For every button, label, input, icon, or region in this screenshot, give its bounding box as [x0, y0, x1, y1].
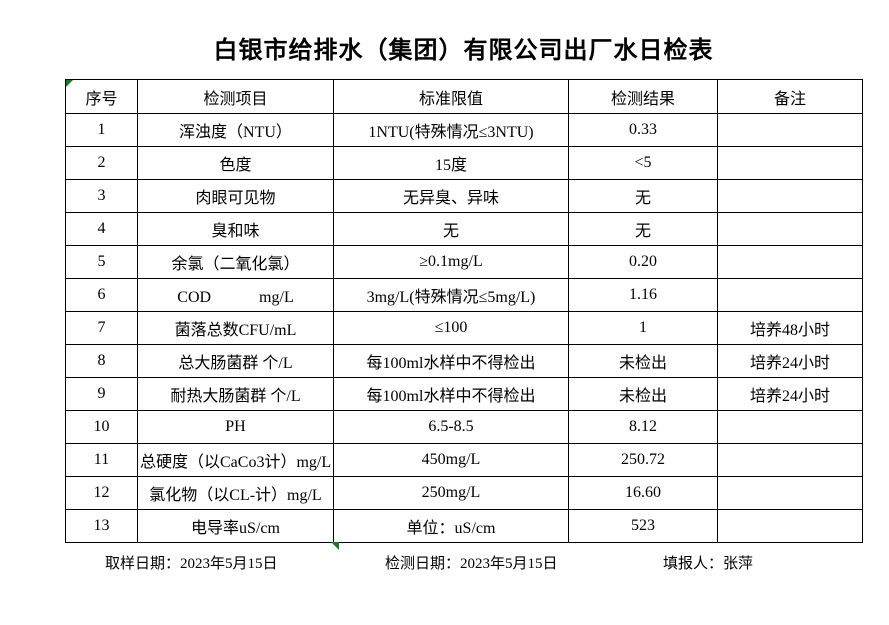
cell-result: 16.60 [568, 476, 718, 510]
cell-item: 余氯（二氧化氯） [137, 245, 334, 279]
cell-remark [717, 476, 863, 510]
cell-limit: 6.5-8.5 [333, 410, 569, 444]
cell-no: 3 [65, 179, 138, 213]
table-row: 11 总硬度（以CaCo3计）mg/L 450mg/L 250.72 [65, 443, 863, 477]
table-row: 1 浑浊度（NTU） 1NTU(特殊情况≤3NTU) 0.33 [65, 113, 863, 147]
cell-remark [717, 212, 863, 246]
cell-no: 7 [65, 311, 138, 345]
table-row: 10 PH 6.5-8.5 8.12 [65, 410, 863, 444]
cell-remark: 培养24小时 [717, 344, 863, 378]
cell-remark [717, 278, 863, 312]
table-row: 7 菌落总数CFU/mL ≤100 1 培养48小时 [65, 311, 863, 345]
col-header-remark: 备注 [717, 79, 863, 114]
cell-result: 250.72 [568, 443, 718, 477]
cell-limit: 15度 [333, 146, 569, 180]
cell-result: 未检出 [568, 344, 718, 378]
cell-remark [717, 113, 863, 147]
green-arrow-marker [331, 542, 339, 550]
table-row: 9 耐热大肠菌群 个/L 每100ml水样中不得检出 未检出 培养24小时 [65, 377, 863, 411]
cell-item: 色度 [137, 146, 334, 180]
table-row: 13 电导率uS/cm 单位：uS/cm 523 [65, 509, 863, 543]
cell-no: 11 [65, 443, 138, 477]
cell-item: 臭和味 [137, 212, 334, 246]
cell-limit: 3mg/L(特殊情况≤5mg/L) [333, 278, 569, 312]
col-header-no-label: 序号 [85, 90, 118, 108]
cell-item: 肉眼可见物 [137, 179, 334, 213]
cell-remark [717, 410, 863, 444]
inspection-table: 序号 检测项目 标准限值 检测结果 备注 1 浑浊度（NTU） 1NTU(特殊情… [65, 79, 863, 543]
test-date: 检测日期：2023年5月15日 [385, 556, 558, 572]
cell-limit: ≤100 [333, 311, 569, 345]
header-row: 序号 检测项目 标准限值 检测结果 备注 [65, 79, 863, 114]
cell-item: 氯化物（以CL-计）mg/L [137, 476, 334, 510]
cell-item: 总硬度（以CaCo3计）mg/L [137, 443, 334, 477]
cell-limit: 1NTU(特殊情况≤3NTU) [333, 113, 569, 147]
table-row: 6 COD mg/L 3mg/L(特殊情况≤5mg/L) 1.16 [65, 278, 863, 312]
cell-no: 2 [65, 146, 138, 180]
cell-limit: ≥0.1mg/L [333, 245, 569, 279]
table-row: 8 总大肠菌群 个/L 每100ml水样中不得检出 未检出 培养24小时 [65, 344, 863, 378]
cell-item: 耐热大肠菌群 个/L [137, 377, 334, 411]
cell-no: 1 [65, 113, 138, 147]
cell-result: 0.20 [568, 245, 718, 279]
cell-limit: 单位：uS/cm [333, 509, 569, 543]
excel-green-corner-marker [66, 80, 73, 87]
cell-limit: 无 [333, 212, 569, 246]
cell-result: 523 [568, 509, 718, 543]
cell-item: 浑浊度（NTU） [137, 113, 334, 147]
cell-item: 总大肠菌群 个/L [137, 344, 334, 378]
page-title: 白银市给排水（集团）有限公司出厂水日检表 [213, 38, 714, 64]
cell-no: 6 [65, 278, 138, 312]
cell-limit: 每100ml水样中不得检出 [333, 377, 569, 411]
col-header-no: 序号 [65, 79, 138, 114]
cell-no: 5 [65, 245, 138, 279]
col-header-item: 检测项目 [137, 79, 334, 114]
table-row: 2 色度 15度 <5 [65, 146, 863, 180]
cell-remark: 培养48小时 [717, 311, 863, 345]
cell-result: 1 [568, 311, 718, 345]
cell-remark [717, 443, 863, 477]
cell-no: 10 [65, 410, 138, 444]
cell-limit: 无异臭、异味 [333, 179, 569, 213]
table-row: 12 氯化物（以CL-计）mg/L 250mg/L 16.60 [65, 476, 863, 510]
col-header-result: 检测结果 [568, 79, 718, 114]
cell-no: 9 [65, 377, 138, 411]
cell-item: COD mg/L [137, 278, 334, 312]
cell-result: 0.33 [568, 113, 718, 147]
table-row: 4 臭和味 无 无 [65, 212, 863, 246]
table-row: 3 肉眼可见物 无异臭、异味 无 [65, 179, 863, 213]
cell-remark [717, 509, 863, 543]
cell-result: <5 [568, 146, 718, 180]
cell-item: PH [137, 410, 334, 444]
cell-result: 1.16 [568, 278, 718, 312]
reporter: 填报人：张萍 [663, 556, 754, 572]
cell-remark [717, 179, 863, 213]
cell-result: 无 [568, 212, 718, 246]
cell-remark [717, 245, 863, 279]
cell-no: 13 [65, 509, 138, 543]
cell-remark [717, 146, 863, 180]
cell-remark: 培养24小时 [717, 377, 863, 411]
cell-no: 8 [65, 344, 138, 378]
cell-limit: 250mg/L [333, 476, 569, 510]
cell-result: 无 [568, 179, 718, 213]
cell-no: 12 [65, 476, 138, 510]
cell-limit: 450mg/L [333, 443, 569, 477]
cell-no: 4 [65, 212, 138, 246]
cell-limit: 每100ml水样中不得检出 [333, 344, 569, 378]
cell-item: 菌落总数CFU/mL [137, 311, 334, 345]
table-row: 5 余氯（二氧化氯） ≥0.1mg/L 0.20 [65, 245, 863, 279]
cell-item: 电导率uS/cm [137, 509, 334, 543]
col-header-limit: 标准限值 [333, 79, 569, 114]
cell-result: 8.12 [568, 410, 718, 444]
cell-result: 未检出 [568, 377, 718, 411]
sampling-date: 取样日期：2023年5月15日 [105, 556, 278, 572]
